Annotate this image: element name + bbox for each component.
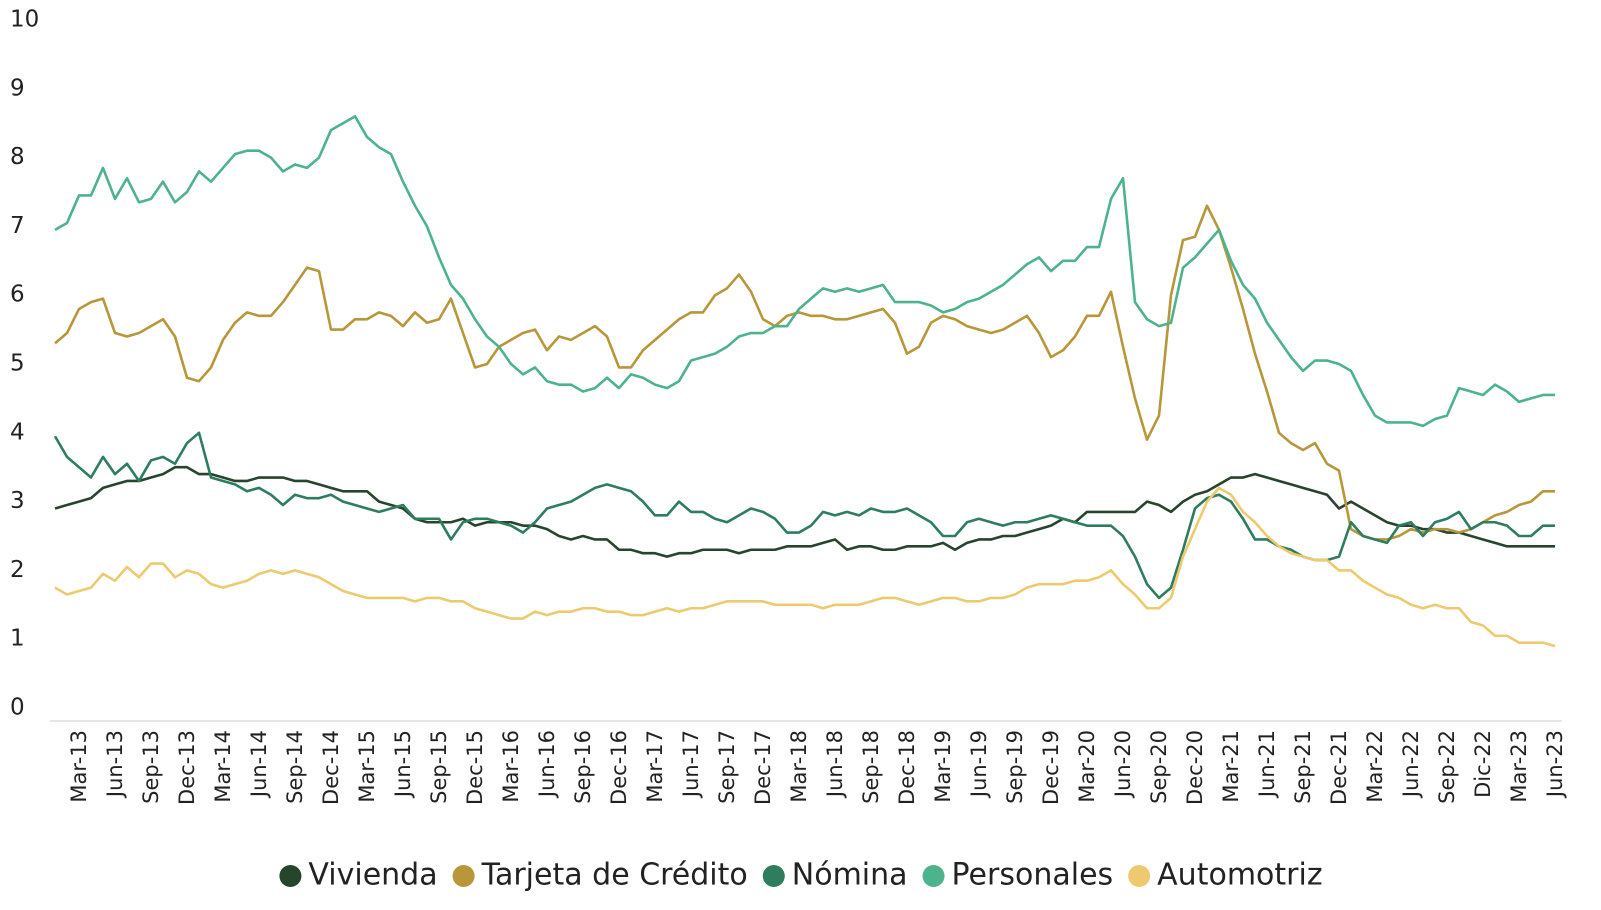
x-tick-label: Jun-14 — [247, 730, 271, 799]
y-tick-label: 4 — [10, 419, 25, 445]
x-tick-label: Sep-15 — [427, 730, 451, 804]
x-tick-label: Mar-14 — [211, 730, 235, 803]
x-tick-label: Sep-18 — [859, 730, 883, 804]
legend-label: Tarjeta de Crédito — [481, 858, 748, 893]
x-tick-label: Sep-20 — [1147, 730, 1171, 804]
x-tick-label: Dec-15 — [463, 730, 487, 805]
x-tick-label: Dec-16 — [607, 730, 631, 805]
series-line — [54, 465, 1555, 558]
y-tick-label: 3 — [10, 488, 25, 514]
x-tick-label: Mar-16 — [499, 730, 523, 803]
x-tick-label: Jun-21 — [1255, 730, 1279, 799]
x-tick-label: Mar-15 — [355, 730, 379, 803]
legend-swatch — [762, 865, 785, 887]
x-tick-label: Dec-13 — [175, 730, 199, 805]
x-tick-label: Dec-20 — [1183, 730, 1207, 805]
x-tick-label: Sep-22 — [1435, 730, 1459, 804]
x-tick-label: Sep-13 — [139, 730, 163, 804]
legend-swatch — [922, 865, 945, 887]
legend-swatch — [452, 865, 475, 887]
x-tick-label: Mar-17 — [643, 730, 667, 803]
y-tick-label: 0 — [10, 695, 25, 721]
x-tick-label: Sep-21 — [1291, 730, 1315, 804]
x-tick-label: Mar-22 — [1363, 730, 1387, 803]
x-tick-label: Mar-20 — [1075, 730, 1099, 803]
x-tick-label: Jun-17 — [679, 730, 703, 799]
x-tick-label: Mar-19 — [931, 730, 955, 803]
legend-label: Automotriz — [1157, 858, 1322, 893]
y-tick-label: 6 — [10, 282, 25, 308]
legend-label: Vivienda — [308, 858, 437, 893]
x-tick-label: Sep-19 — [1003, 730, 1027, 804]
x-tick-label: Mar-23 — [1507, 730, 1531, 803]
x-tick-label: Mar-21 — [1219, 730, 1243, 803]
x-tick-label: Jun-15 — [391, 730, 415, 799]
x-tick-label: Jun-13 — [103, 730, 127, 799]
series-line — [54, 486, 1556, 648]
x-tick-label: Jun-23 — [1543, 730, 1567, 799]
x-tick-label: Mar-13 — [67, 730, 91, 803]
series-line — [54, 204, 1555, 541]
y-tick-label: 8 — [10, 144, 25, 170]
legend-label: Nómina — [792, 858, 908, 893]
y-tick-label: 7 — [10, 213, 25, 239]
y-tick-label: 10 — [10, 7, 39, 33]
x-tick-label: Dic-22 — [1471, 730, 1495, 798]
x-tick-label: Sep-17 — [715, 730, 739, 804]
x-tick-label: Dec-17 — [751, 730, 775, 805]
y-tick-label: 5 — [10, 351, 25, 377]
legend-swatch — [279, 865, 302, 887]
x-tick-label: Jun-16 — [535, 730, 559, 799]
x-tick-label: Sep-14 — [283, 730, 307, 804]
x-tick-label: Dec-19 — [1039, 730, 1063, 805]
legend: Vivienda Tarjeta de Crédito Nómina Personal… — [279, 858, 1323, 893]
x-tick-label: Sep-16 — [571, 730, 595, 804]
x-tick-label: Dec-21 — [1327, 730, 1351, 805]
y-tick-label: 1 — [10, 626, 25, 652]
x-tick-label: Jun-18 — [823, 730, 847, 799]
x-tick-label: Dec-18 — [895, 730, 919, 805]
x-tick-label: Dec-14 — [319, 730, 343, 805]
x-tick-label: Jun-19 — [967, 730, 991, 799]
x-tick-label: Mar-18 — [787, 730, 811, 803]
legend-label: Personales — [952, 858, 1114, 893]
y-tick-label: 2 — [10, 557, 25, 583]
x-tick-label: Jun-20 — [1111, 730, 1135, 799]
series-line — [54, 115, 1555, 428]
x-tick-label: Jun-22 — [1399, 730, 1423, 799]
y-tick-label: 9 — [10, 75, 25, 101]
legend-swatch — [1128, 865, 1151, 887]
